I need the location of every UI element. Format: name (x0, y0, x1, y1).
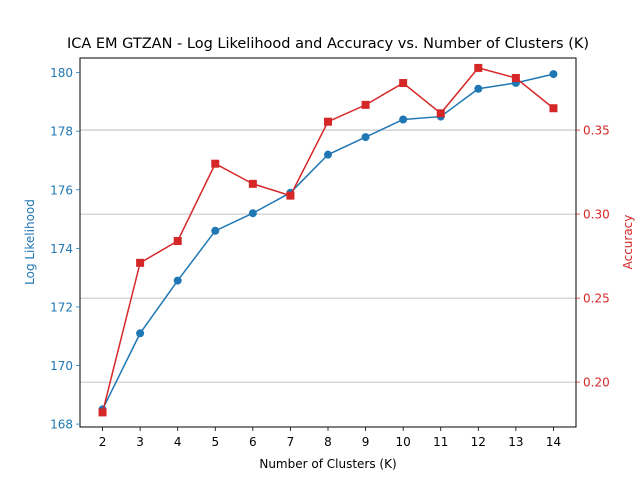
y-right-tick-label: 0.35 (583, 124, 610, 138)
y-right-tick-label: 0.25 (583, 292, 610, 306)
y-right-tick-label: 0.20 (583, 376, 610, 390)
x-tick-label: 4 (174, 435, 182, 449)
accuracy-point (474, 63, 483, 72)
x-axis-label: Number of Clusters (K) (259, 457, 396, 471)
accuracy-point (173, 236, 182, 245)
series-layer (98, 63, 558, 417)
x-tick-label: 8 (324, 435, 332, 449)
log-likelihood-point (324, 150, 332, 159)
log-likelihood-point (211, 226, 220, 235)
y-axis-right-label: Accuracy (621, 215, 635, 270)
x-tick-label: 10 (396, 435, 411, 449)
x-tick-label: 2 (99, 435, 107, 449)
x-tick-label: 9 (362, 435, 370, 449)
accuracy-point (436, 109, 445, 118)
log-likelihood-point (173, 276, 182, 285)
y-axis-left-label: Log Likelihood (23, 199, 37, 285)
x-tick-label: 11 (433, 435, 448, 449)
y-left-tick-label: 176 (50, 183, 73, 197)
log-likelihood-point (474, 84, 483, 93)
x-axis: 2 3 4 5 6 7 8 9 10 11 12 13 14 (99, 427, 561, 449)
accuracy-point (399, 79, 408, 88)
y-left-tick-label: 168 (50, 418, 73, 432)
x-tick-label: 7 (287, 435, 295, 449)
x-tick-label: 14 (546, 435, 561, 449)
accuracy-point (361, 100, 370, 109)
y-left-tick-label: 174 (50, 242, 73, 256)
gridlines (80, 129, 576, 383)
log-likelihood-point (549, 70, 558, 79)
y-axis-right: 0.20 0.25 0.30 0.35 (576, 124, 610, 390)
y-axis-left: 168 170 172 174 176 178 180 (50, 66, 80, 432)
x-tick-label: 5 (211, 435, 219, 449)
y-right-tick-label: 0.30 (583, 208, 610, 222)
y-left-tick-label: 170 (50, 359, 73, 373)
accuracy-point (136, 258, 145, 267)
log-likelihood-point (399, 115, 408, 124)
x-tick-label: 6 (249, 435, 257, 449)
x-tick-label: 12 (471, 435, 486, 449)
x-tick-label: 3 (136, 435, 144, 449)
log-likelihood-point (136, 329, 145, 338)
accuracy-point (324, 117, 332, 126)
accuracy-point (549, 104, 558, 113)
x-tick-label: 13 (508, 435, 523, 449)
accuracy-point (98, 408, 107, 417)
y-left-tick-label: 172 (50, 300, 73, 314)
log-likelihood-point (248, 209, 257, 218)
log-likelihood-point (361, 133, 370, 142)
accuracy-point (248, 179, 257, 188)
chart-title: ICA EM GTZAN - Log Likelihood and Accura… (67, 36, 589, 52)
accuracy-point (511, 73, 520, 82)
accuracy-point (286, 191, 295, 200)
y-left-tick-label: 178 (50, 125, 73, 139)
y-left-tick-label: 180 (50, 66, 73, 80)
accuracy-point (211, 159, 220, 168)
